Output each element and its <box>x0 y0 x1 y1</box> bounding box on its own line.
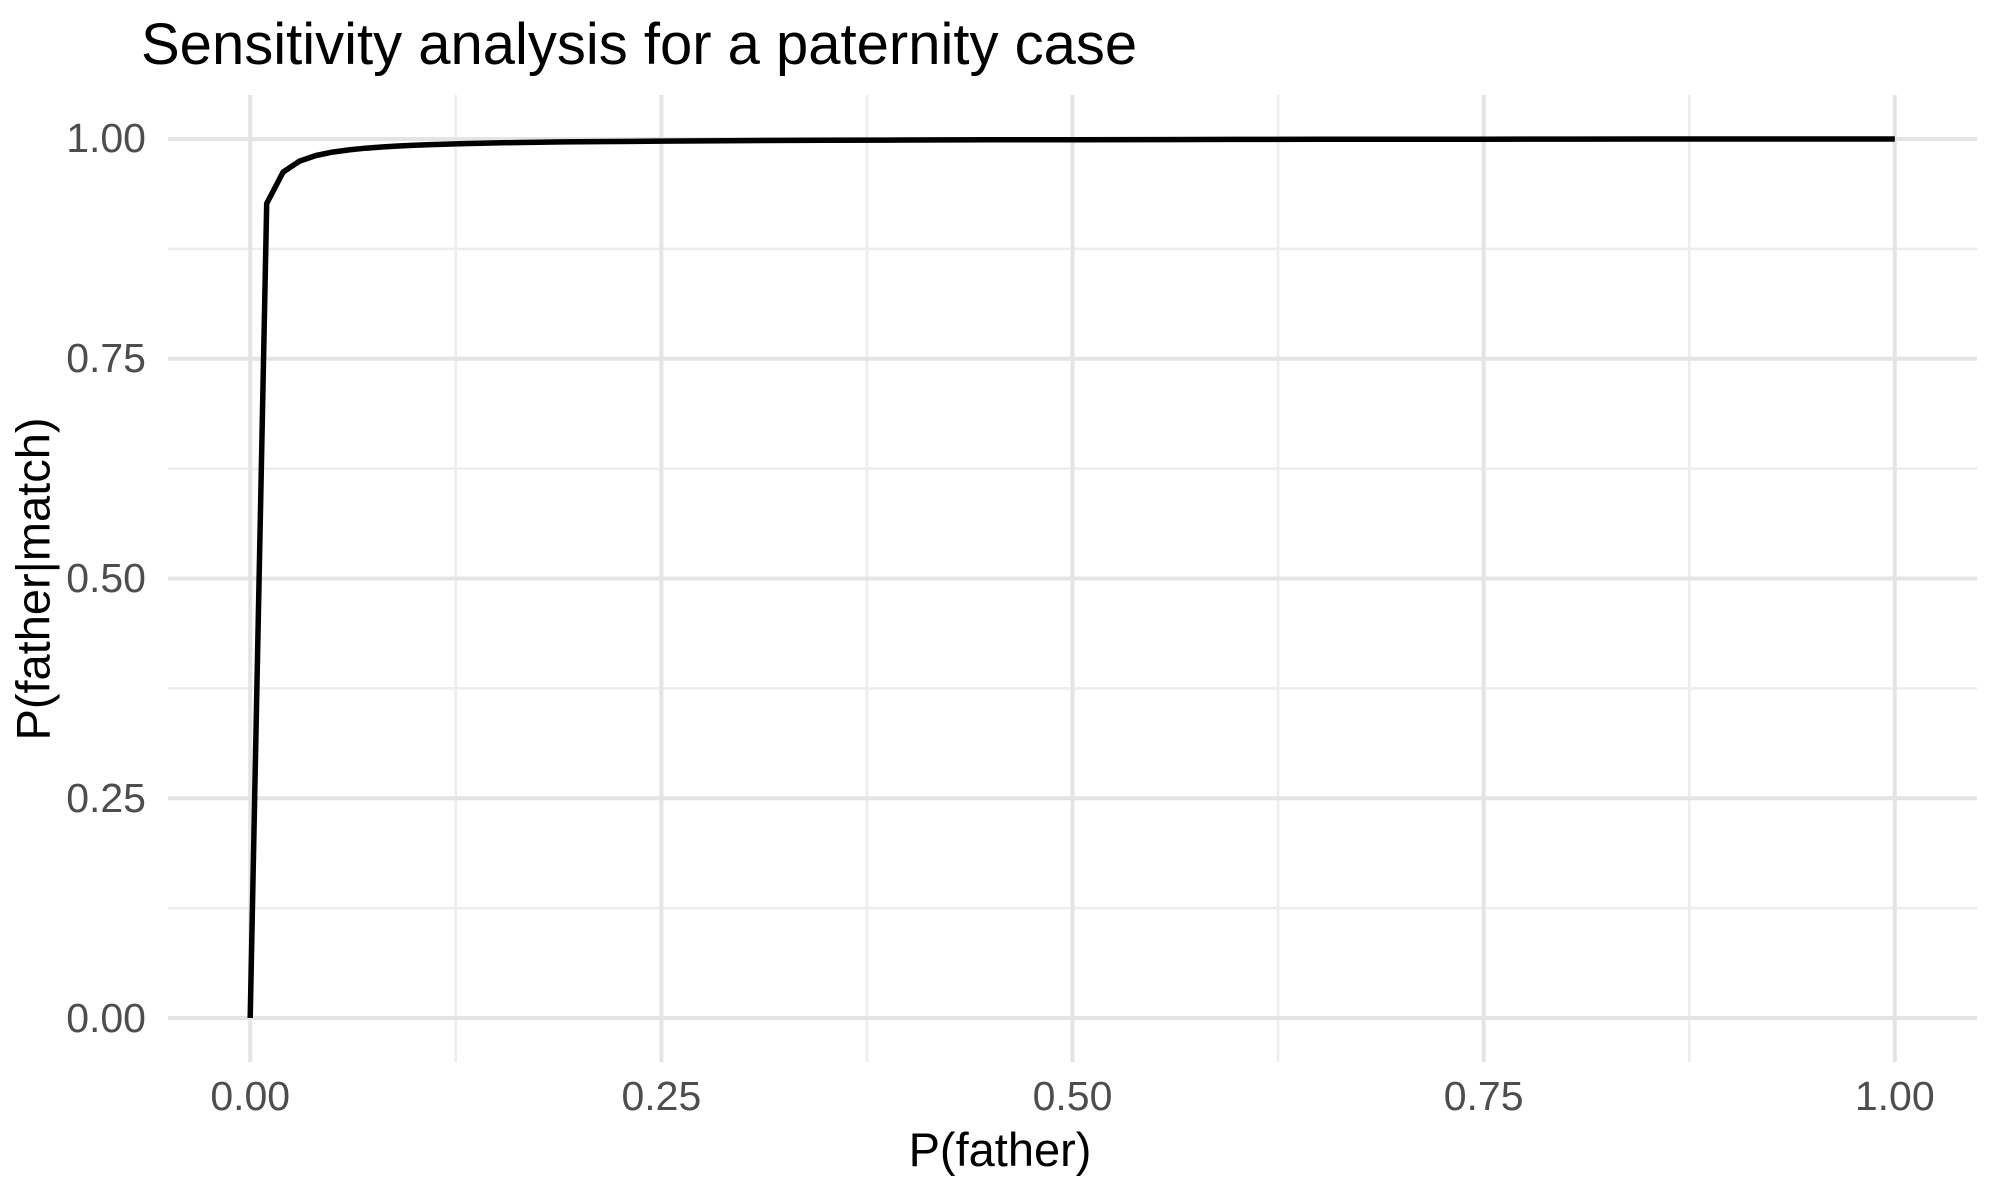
major-gridlines <box>168 95 1977 1062</box>
y-tick-label: 0.25 <box>66 774 146 821</box>
x-axis-title: P(father) <box>908 1123 1092 1176</box>
y-tick-label: 0.50 <box>66 555 146 601</box>
x-tick-label: 1.00 <box>1854 1073 1935 1119</box>
x-tick-label: 0.75 <box>1443 1073 1524 1119</box>
y-tick-label: 0.00 <box>66 994 146 1041</box>
x-tick-label: 0.00 <box>210 1073 291 1119</box>
y-axis-title-text: P(father|match) <box>6 416 60 741</box>
x-tick-label: 0.50 <box>1032 1073 1113 1119</box>
plot-title: Sensitivity analysis for a paternity cas… <box>141 12 1138 77</box>
y-tick-label: 0.75 <box>66 335 146 382</box>
sensitivity-curve <box>247 136 1895 1019</box>
x-tick-label: 0.25 <box>621 1073 702 1119</box>
y-tick-label: 1.00 <box>66 115 146 162</box>
y-axis-title: P(father|match) <box>6 416 60 741</box>
